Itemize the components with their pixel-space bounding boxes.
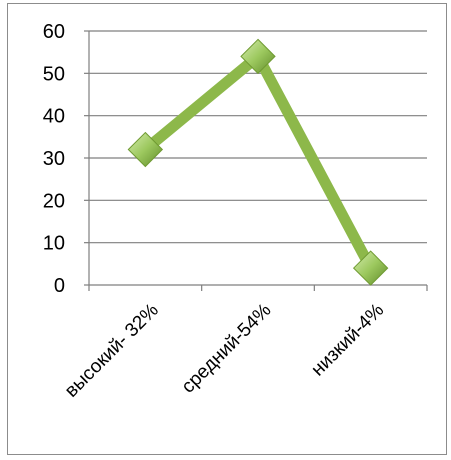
series-line <box>139 50 377 274</box>
y-tick-label: 20 <box>43 190 65 212</box>
series-line <box>139 50 377 274</box>
y-tick-label: 10 <box>43 233 65 255</box>
diamond-marker <box>240 38 276 75</box>
y-tick-label: 60 <box>43 21 65 43</box>
y-tick-labels: 0 10 20 30 40 50 60 <box>43 21 65 297</box>
diamond-marker <box>352 250 389 286</box>
data-point-marker <box>127 131 164 168</box>
data-point-marker <box>240 38 276 75</box>
y-tick-label: 50 <box>43 63 65 85</box>
series-markers <box>127 38 389 286</box>
y-tick-label: 30 <box>43 148 65 170</box>
x-category-label: низкий-4% <box>307 300 388 381</box>
x-category-labels: высокий- 32% средний-54% низкий-4% <box>61 300 388 402</box>
y-tick-label: 40 <box>43 106 65 128</box>
data-point-marker <box>352 250 389 286</box>
y-tick-label: 0 <box>54 275 65 297</box>
x-category-label: средний-54% <box>178 300 276 398</box>
x-category-label: высокий- 32% <box>61 300 163 402</box>
diamond-marker <box>127 131 164 168</box>
